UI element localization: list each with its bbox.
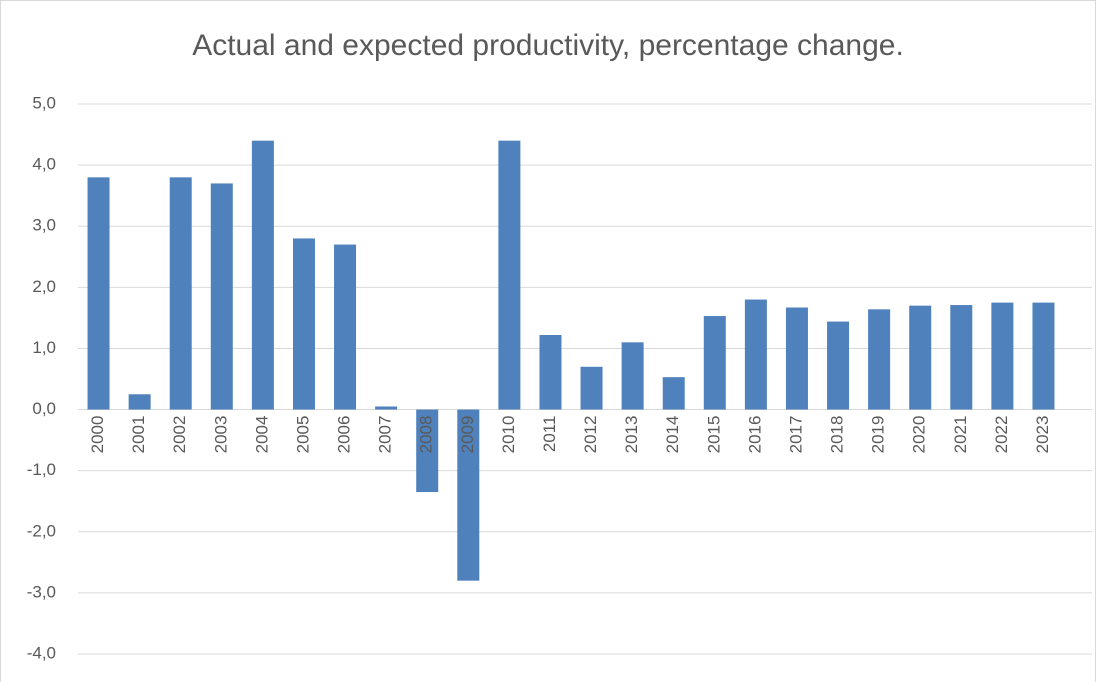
x-tick-label: 2016	[745, 416, 764, 454]
bar	[457, 409, 480, 581]
x-tick-label: 2006	[335, 416, 354, 454]
bar	[827, 321, 850, 410]
y-tick-label: 0,0	[32, 399, 56, 418]
bar	[744, 299, 767, 410]
x-tick-label: 2010	[499, 416, 518, 454]
bar	[1032, 302, 1055, 410]
x-tick-label: 2013	[622, 416, 641, 454]
bar	[87, 177, 110, 410]
bar	[662, 377, 685, 410]
bar	[539, 335, 562, 410]
bar	[909, 305, 932, 410]
bar	[785, 307, 808, 410]
bar	[498, 140, 521, 410]
y-tick-label: 2,0	[32, 277, 56, 296]
x-tick-label: 2007	[376, 416, 395, 454]
x-tick-label: 2018	[828, 416, 847, 454]
bar	[169, 177, 192, 410]
bar	[868, 309, 891, 410]
bar	[416, 409, 439, 493]
x-tick-label: 2023	[1033, 416, 1052, 454]
x-tick-label: 2019	[869, 416, 888, 454]
bar	[334, 244, 357, 410]
x-tick-label: 2012	[581, 416, 600, 454]
x-tick-label: 2017	[786, 416, 805, 454]
x-tick-label: 2005	[293, 416, 312, 454]
y-tick-label: -3,0	[27, 582, 56, 601]
x-tick-label: 2004	[252, 416, 271, 454]
x-tick-label: 2000	[88, 416, 107, 454]
chart-title: Actual and expected productivity, percen…	[192, 29, 904, 62]
x-tick-label: 2021	[951, 416, 970, 454]
x-tick-label: 2003	[211, 416, 230, 454]
y-tick-label: -1,0	[27, 460, 56, 479]
x-tick-label: 2015	[704, 416, 723, 454]
x-tick-label: 2002	[170, 416, 189, 454]
bar	[251, 140, 274, 410]
x-tick-label: 2001	[129, 416, 148, 454]
x-tick-label: 2009	[458, 416, 477, 454]
bar	[580, 366, 603, 410]
bar	[950, 305, 973, 410]
bar	[991, 302, 1014, 410]
x-tick-label: 2022	[992, 416, 1011, 454]
y-tick-label: -4,0	[27, 643, 56, 662]
y-tick-label: 3,0	[32, 216, 56, 235]
y-tick-label: 1,0	[32, 338, 56, 357]
x-tick-label: 2008	[417, 416, 436, 454]
x-tick-label: 2011	[540, 416, 559, 453]
x-tick-label: 2020	[910, 416, 929, 454]
bar	[210, 183, 233, 410]
bar	[128, 394, 151, 410]
x-tick-label: 2014	[663, 416, 682, 454]
y-tick-label: 4,0	[32, 155, 56, 174]
y-tick-label: 5,0	[32, 93, 56, 112]
bar	[621, 342, 644, 410]
y-tick-label: -2,0	[27, 521, 56, 540]
bar	[703, 316, 726, 410]
bar	[292, 238, 315, 410]
bar	[375, 406, 398, 410]
